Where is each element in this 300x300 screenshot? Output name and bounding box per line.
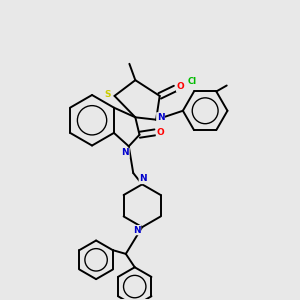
Text: N: N xyxy=(139,175,147,184)
Text: N: N xyxy=(133,226,141,235)
Text: O: O xyxy=(177,82,184,91)
Text: O: O xyxy=(156,128,164,137)
Text: N: N xyxy=(157,113,164,122)
Text: Cl: Cl xyxy=(188,77,197,86)
Text: S: S xyxy=(105,90,111,99)
Text: N: N xyxy=(122,148,129,157)
